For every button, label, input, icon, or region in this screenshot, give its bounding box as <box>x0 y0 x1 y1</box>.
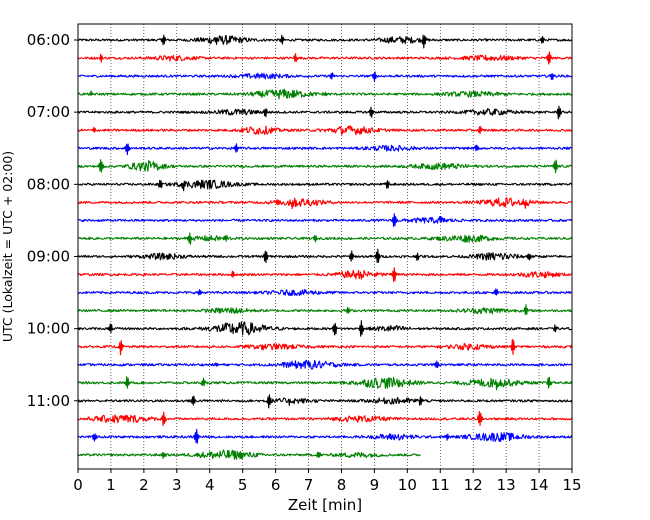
plot-frame <box>77 23 573 470</box>
y-tick-label: 06:00 <box>27 31 70 49</box>
x-tick-label: 1 <box>106 476 116 494</box>
trace-row-11 <box>77 232 573 245</box>
x-tick-label: 6 <box>271 476 281 494</box>
x-tick-label: 2 <box>139 476 149 494</box>
y-axis-label: UTC (Lokalzeit = UTC + 02:00) <box>0 151 15 342</box>
y-tick-label: 11:00 <box>27 392 70 410</box>
x-axis-label: Zeit [min] <box>288 496 362 514</box>
x-tick-label: 7 <box>304 476 314 494</box>
trace-row-0 <box>77 34 573 49</box>
trace-row-19 <box>77 376 573 391</box>
y-tick-label: 09:00 <box>27 247 70 265</box>
trace-row-20 <box>77 394 573 409</box>
x-tick-label: 11 <box>431 476 450 494</box>
trace-row-8 <box>77 179 573 192</box>
x-tick-label: 10 <box>398 476 417 494</box>
trace-row-2 <box>77 71 573 82</box>
y-tick-label: 07:00 <box>27 103 70 121</box>
trace-row-3 <box>77 88 573 100</box>
trace-row-12 <box>77 248 573 264</box>
x-tick-label: 4 <box>205 476 215 494</box>
trace-row-7 <box>77 159 573 174</box>
x-tick-label: 12 <box>464 476 483 494</box>
x-tick-label: 3 <box>172 476 182 494</box>
trace-row-17 <box>77 338 573 356</box>
x-axis-ticks: 0 1 2 3 4 5 6 7 8 9 10 11 12 13 14 15 <box>73 469 582 494</box>
trace-row-10 <box>77 213 573 227</box>
y-tick-label: 08:00 <box>27 175 70 193</box>
trace-row-16 <box>77 320 573 337</box>
trace-row-18 <box>77 359 573 370</box>
trace-row-15 <box>77 304 573 315</box>
trace-row-5 <box>77 125 573 136</box>
trace-row-13 <box>77 267 573 282</box>
x-tick-label: 5 <box>238 476 248 494</box>
trace-row-9 <box>77 197 573 210</box>
trace-row-1 <box>77 51 573 65</box>
x-tick-label: 13 <box>497 476 516 494</box>
trace-row-23 <box>77 449 421 460</box>
trace-row-4 <box>77 105 573 120</box>
x-tick-label: 0 <box>73 476 83 494</box>
trace-row-14 <box>77 288 573 297</box>
x-tick-label: 15 <box>562 476 581 494</box>
seismogram-traces <box>77 34 573 460</box>
trace-row-6 <box>77 143 573 156</box>
x-tick-label: 14 <box>530 476 549 494</box>
trace-row-21 <box>77 411 573 427</box>
trace-row-22 <box>77 428 573 444</box>
x-tick-label: 9 <box>370 476 380 494</box>
y-tick-label: 10:00 <box>27 320 70 338</box>
x-tick-label: 8 <box>337 476 347 494</box>
vertical-grid-lines <box>110 24 540 469</box>
y-axis-ticks: 06:00 07:00 08:00 09:00 10:00 11:00 <box>27 31 78 410</box>
